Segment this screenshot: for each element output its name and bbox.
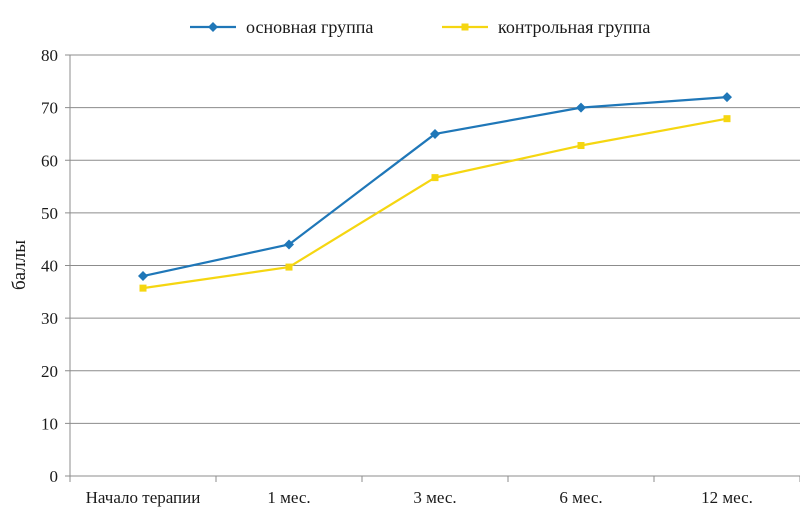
data-point [139, 284, 147, 292]
y-tick-label: 40 [41, 257, 58, 276]
x-tick-labels: Начало терапии 1 мес. 3 мес. 6 мес. 12 мес. [86, 488, 753, 507]
grid-lines [70, 54, 800, 424]
data-point [722, 92, 732, 103]
axes [65, 54, 800, 482]
series-основная-группа [138, 92, 732, 282]
series-line-контрольная-группа [142, 117, 728, 290]
data-point [577, 142, 585, 150]
y-tick-label: 50 [41, 204, 58, 223]
legend-item-контрольная-группа: контрольная группа [442, 17, 650, 37]
x-tick-label: 12 мес. [701, 488, 753, 507]
legend-swatch-marker [461, 23, 469, 31]
y-axis-label: баллы [9, 240, 30, 290]
data-point [576, 102, 586, 113]
x-tick-label: 6 мес. [559, 488, 602, 507]
x-tick-label: Начало терапии [86, 488, 201, 507]
data-point [430, 128, 440, 139]
y-tick-label: 0 [50, 467, 59, 486]
data-point [431, 174, 439, 182]
series-line-основная-группа [142, 96, 728, 278]
data-point [284, 239, 294, 250]
y-tick-label: 30 [41, 309, 58, 328]
series-group [138, 92, 732, 292]
data-point [138, 271, 148, 282]
y-tick-label: 10 [41, 414, 58, 433]
legend-swatch-marker [208, 22, 218, 32]
y-tick-label: 70 [41, 99, 58, 118]
legend-label: контрольная группа [498, 17, 650, 37]
series-контрольная-группа [139, 115, 731, 292]
data-point [723, 115, 731, 123]
y-tick-label: 80 [41, 46, 58, 65]
legend-item-основная-группа: основная группа [190, 17, 373, 37]
x-tick-label: 1 мес. [267, 488, 310, 507]
y-tick-label: 60 [41, 151, 58, 170]
y-tick-labels: 0 10 20 30 40 50 60 70 80 [41, 46, 58, 486]
x-tick-label: 3 мес. [413, 488, 456, 507]
data-point [285, 263, 293, 271]
legend: основная группа контрольная группа [190, 17, 650, 37]
legend-label: основная группа [246, 17, 373, 37]
y-tick-label: 20 [41, 362, 58, 381]
